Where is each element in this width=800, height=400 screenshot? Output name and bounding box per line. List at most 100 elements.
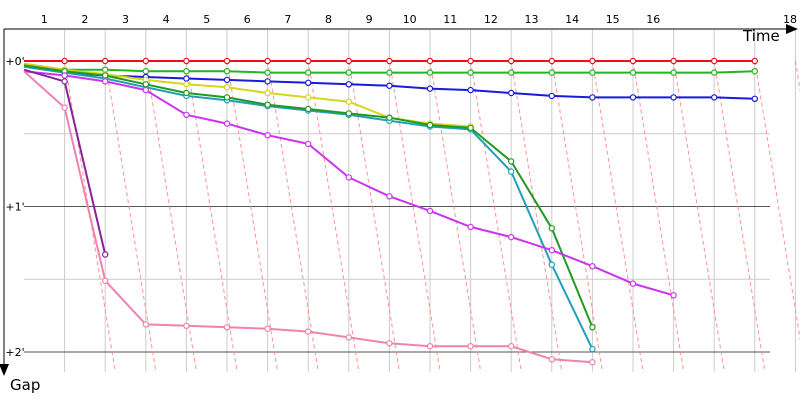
data-point: [142, 321, 149, 328]
data-point: [305, 105, 312, 113]
reference-lines: [64, 60, 800, 373]
data-point: [751, 95, 759, 103]
data-point: [386, 82, 393, 89]
data-point: [711, 57, 718, 65]
x-tick-label: 18: [783, 13, 797, 26]
reference-line: [510, 60, 563, 373]
data-point: [345, 334, 352, 341]
series-7: [23, 70, 677, 299]
data-point: [264, 325, 271, 332]
reference-line: [226, 60, 279, 373]
reference-line: [145, 60, 198, 373]
data-point: [467, 57, 474, 65]
data-point: [467, 86, 474, 94]
data-point: [548, 57, 556, 65]
data-point: [183, 89, 190, 97]
data-point: [548, 225, 556, 232]
data-point: [305, 79, 312, 87]
data-point: [629, 69, 637, 76]
data-point: [61, 57, 68, 65]
data-point: [223, 67, 231, 75]
reference-line: [267, 60, 319, 373]
data-point: [61, 78, 68, 85]
data-point: [508, 158, 515, 165]
data-point: [670, 69, 677, 76]
data-point: [589, 359, 596, 366]
data-point: [142, 81, 149, 88]
y-tick-label: +1': [5, 201, 24, 214]
data-point: [589, 324, 596, 331]
data-point: [508, 168, 515, 175]
data-point: [386, 57, 393, 65]
y-tick-label: +2': [5, 346, 24, 359]
series-lines: [23, 57, 759, 366]
data-point: [467, 223, 474, 231]
y-tick-label: +0': [5, 55, 24, 68]
data-point: [264, 89, 271, 97]
data-point: [345, 110, 352, 117]
data-point: [386, 114, 393, 121]
data-point: [426, 343, 434, 350]
tick-labels: 1 2 3 4 5 6 7 8 9 10 11 12 13 14 15 16 18+0'+1'+2': [5, 13, 797, 359]
data-point: [345, 57, 352, 65]
data-point: [264, 57, 271, 65]
data-point: [223, 94, 231, 101]
data-point: [589, 94, 596, 101]
data-point: [467, 343, 474, 350]
data-point: [101, 72, 109, 79]
series-9: [23, 70, 596, 366]
data-point: [345, 81, 352, 88]
series-8: [23, 68, 109, 258]
data-point: [711, 69, 718, 76]
reference-line: [348, 60, 401, 373]
x-tick-label: 6: [244, 13, 251, 26]
data-point: [223, 83, 231, 91]
x-tick-label: 10: [403, 13, 417, 26]
series-2: [23, 62, 759, 76]
x-tick-label: 15: [606, 13, 620, 26]
data-point: [305, 69, 312, 76]
data-point: [589, 263, 596, 270]
data-point: [101, 277, 109, 284]
reference-line: [470, 60, 522, 373]
data-point: [548, 69, 556, 76]
x-axis-arrow-icon: [786, 24, 798, 34]
data-point: [426, 207, 434, 215]
x-tick-label: 4: [163, 13, 170, 26]
data-point: [508, 69, 515, 76]
data-point: [61, 72, 68, 79]
x-tick-label: 12: [484, 13, 498, 26]
data-point: [305, 94, 312, 101]
data-point: [548, 356, 556, 363]
x-tick-label: 13: [525, 13, 539, 26]
x-tick-label: 7: [284, 13, 291, 26]
data-point: [101, 78, 109, 85]
data-point: [142, 57, 149, 65]
data-point: [508, 233, 515, 241]
data-point: [183, 67, 190, 75]
data-point: [305, 57, 312, 65]
data-point: [426, 121, 434, 129]
data-point: [589, 69, 596, 76]
data-point: [386, 69, 393, 76]
data-point: [223, 57, 231, 65]
data-point: [589, 345, 596, 353]
data-point: [629, 280, 637, 287]
data-point: [508, 89, 515, 97]
y-axis-title: Gap: [10, 376, 40, 394]
data-point: [751, 57, 759, 65]
data-point: [589, 57, 596, 65]
grid: [24, 30, 796, 372]
x-tick-label: 3: [122, 13, 129, 26]
data-point: [183, 322, 190, 329]
data-point: [264, 69, 271, 76]
data-point: [183, 111, 190, 119]
reference-line: [185, 60, 238, 373]
data-point: [629, 57, 637, 65]
reference-line: [388, 60, 441, 373]
data-point: [61, 104, 68, 111]
data-point: [305, 140, 312, 148]
reference-line: [104, 60, 157, 373]
data-point: [142, 67, 149, 75]
